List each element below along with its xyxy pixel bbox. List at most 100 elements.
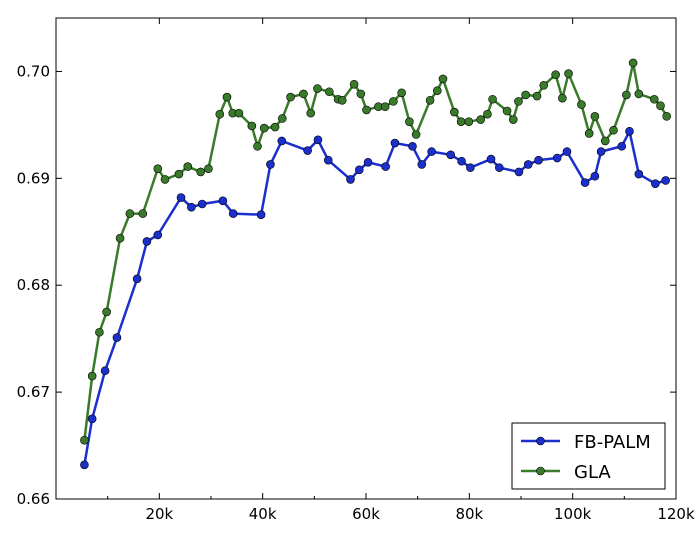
data-point-gla: [405, 117, 414, 126]
data-point-gla: [270, 122, 280, 132]
series-markers-fb-palm: [80, 127, 670, 470]
data-point-gla: [450, 107, 459, 117]
data-point-gla: [551, 70, 560, 79]
data-point-gla: [476, 115, 486, 124]
x-tick-label: 20k: [145, 505, 173, 523]
data-point-fb-palm: [466, 163, 475, 172]
data-point-fb-palm: [590, 171, 600, 181]
data-point-gla: [488, 94, 497, 104]
data-point-fb-palm: [218, 196, 228, 206]
data-point-gla: [521, 90, 530, 100]
data-point-fb-palm: [256, 210, 266, 219]
series-markers-gla: [80, 58, 672, 445]
data-point-gla: [590, 112, 600, 121]
data-point-gla: [277, 114, 287, 123]
data-point-gla: [253, 141, 262, 151]
data-point-gla: [247, 121, 257, 131]
data-point-gla: [125, 209, 135, 218]
data-point-fb-palm: [486, 154, 496, 164]
data-point-gla: [286, 92, 295, 102]
data-point-fb-palm: [408, 141, 417, 151]
x-tick-label: 40k: [249, 505, 277, 523]
data-point-fb-palm: [80, 460, 89, 470]
data-point-fb-palm: [457, 156, 466, 166]
legend-marker-fb-palm: [536, 436, 545, 446]
data-point-fb-palm: [112, 333, 122, 342]
data-point-gla: [153, 164, 163, 174]
data-point-gla: [577, 100, 586, 109]
data-point-gla: [87, 371, 97, 381]
data-point-gla: [337, 96, 347, 105]
data-point-fb-palm: [153, 230, 163, 240]
data-point-fb-palm: [197, 199, 207, 209]
data-point-gla: [456, 117, 466, 126]
y-tick-label: 0.68: [17, 276, 50, 294]
series-line-fb-palm: [83, 130, 667, 466]
data-point-fb-palm: [625, 127, 634, 136]
x-tick-label: 100k: [554, 505, 592, 523]
data-point-gla: [634, 89, 644, 99]
data-point-gla: [325, 87, 334, 97]
data-point-gla: [183, 162, 193, 171]
data-point-gla: [532, 91, 542, 101]
data-point-fb-palm: [417, 160, 427, 169]
data-point-fb-palm: [142, 237, 152, 246]
data-point-gla: [196, 167, 205, 177]
data-point-fb-palm: [562, 147, 572, 156]
data-point-fb-palm: [534, 155, 543, 165]
legend: FB-PALM GLA: [511, 422, 666, 490]
data-point-fb-palm: [494, 163, 504, 172]
data-point-gla: [174, 169, 184, 179]
data-point-gla: [204, 164, 213, 174]
data-point-gla: [356, 89, 366, 99]
data-point-gla: [259, 123, 269, 133]
data-point-fb-palm: [661, 176, 670, 185]
data-point-gla: [662, 112, 672, 121]
data-point-gla: [609, 125, 618, 135]
data-point-gla: [306, 108, 316, 118]
data-point-gla: [389, 97, 398, 106]
data-point-fb-palm: [552, 153, 562, 163]
data-point-fb-palm: [390, 138, 400, 148]
y-axis: 0.66 0.67 0.68 0.69 0.70: [17, 62, 676, 508]
data-point-fb-palm: [523, 160, 533, 169]
data-point-gla: [558, 93, 567, 103]
data-point-gla: [600, 136, 610, 146]
data-point-fb-palm: [303, 146, 312, 155]
data-point-fb-palm: [313, 135, 323, 145]
data-point-gla: [313, 84, 322, 93]
data-point-gla: [95, 327, 104, 337]
data-point-gla: [380, 102, 390, 112]
data-point-gla: [622, 90, 631, 100]
legend-label-fb-palm: FB-PALM: [574, 432, 651, 453]
data-point-gla: [656, 101, 665, 110]
x-tick-label: 80k: [455, 505, 483, 523]
data-point-fb-palm: [446, 150, 456, 160]
data-point-fb-palm: [323, 155, 333, 165]
data-point-fb-palm: [346, 175, 355, 184]
data-point-gla: [425, 96, 435, 105]
data-point-fb-palm: [580, 178, 590, 187]
data-point-gla: [432, 86, 442, 95]
data-point-fb-palm: [228, 209, 238, 218]
data-point-gla: [464, 117, 474, 126]
data-point-fb-palm: [634, 169, 644, 179]
legend-label-gla: GLA: [574, 462, 611, 483]
data-point-gla: [438, 74, 448, 84]
y-tick-label: 0.69: [17, 169, 50, 187]
series-line-gla: [83, 61, 668, 441]
data-point-gla: [234, 108, 244, 118]
data-point-fb-palm: [87, 414, 97, 424]
data-point-gla: [215, 109, 225, 119]
y-tick-label: 0.66: [17, 490, 50, 508]
x-axis: 20k 40k 60k 80k 100k 120k: [107, 18, 695, 523]
data-point-gla: [397, 88, 406, 98]
data-point-fb-palm: [277, 136, 287, 146]
data-point-fb-palm: [651, 179, 660, 188]
data-point-gla: [502, 106, 512, 116]
data-point-fb-palm: [187, 202, 196, 212]
data-point-fb-palm: [176, 193, 186, 202]
legend-marker-gla: [536, 466, 545, 476]
data-point-gla: [649, 94, 659, 104]
